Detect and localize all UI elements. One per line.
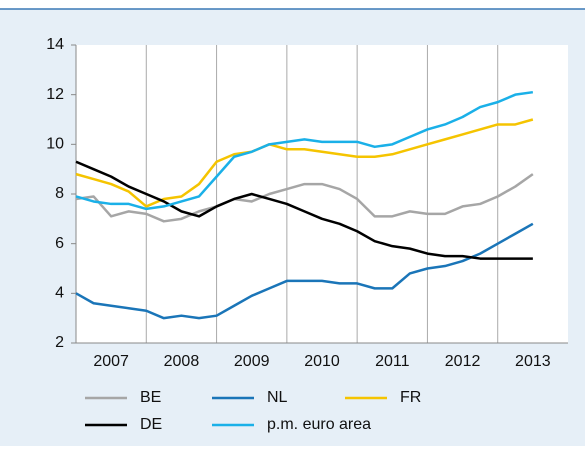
x-tick-label: 2010 <box>304 353 340 370</box>
series-line <box>75 173 534 223</box>
y-tick-label: 6 <box>55 235 64 252</box>
series-line <box>75 118 534 208</box>
legend-label: DE <box>140 416 162 433</box>
x-tick-label: 2013 <box>515 353 551 370</box>
y-tick-label: 4 <box>55 285 64 302</box>
legend-label: FR <box>400 389 421 406</box>
legend-label: p.m. euro area <box>267 416 371 433</box>
plot-area <box>76 45 568 343</box>
series-line <box>75 160 533 260</box>
x-tick-label: 2009 <box>234 353 270 370</box>
x-tick-label: 2012 <box>445 353 481 370</box>
legend-label: BE <box>140 389 161 406</box>
series-line <box>75 222 534 320</box>
y-tick-label: 12 <box>46 86 64 103</box>
y-tick-label: 8 <box>55 185 64 202</box>
x-tick-label: 2008 <box>164 353 200 370</box>
y-tick-label: 10 <box>46 136 64 153</box>
y-tick-label: 14 <box>46 36 64 53</box>
legend-label: NL <box>267 389 288 406</box>
series-line <box>75 90 534 211</box>
y-tick-label: 2 <box>55 334 64 351</box>
x-tick-label: 2011 <box>375 353 410 370</box>
x-tick-label: 2007 <box>93 353 129 370</box>
